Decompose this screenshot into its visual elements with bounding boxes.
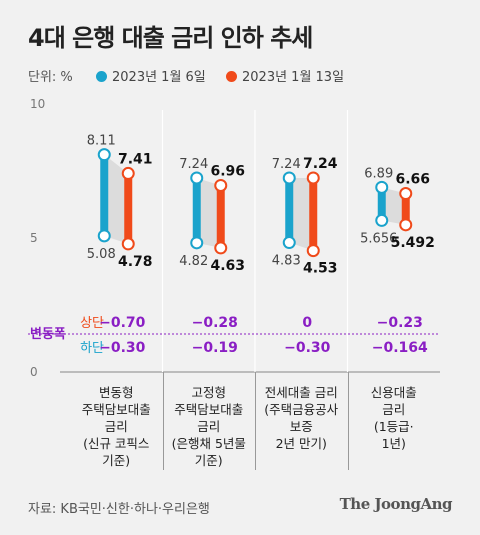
value-label-jan6-low: 5.08 bbox=[87, 247, 116, 262]
value-label-jan13-high: 7.41 bbox=[118, 151, 153, 167]
value-label-jan13-low: 4.78 bbox=[118, 254, 153, 270]
endpoint-marker bbox=[282, 236, 296, 250]
category-divider bbox=[255, 372, 256, 470]
change-value-low: −0.30 bbox=[99, 340, 146, 356]
value-label-jan13-high: 6.66 bbox=[395, 172, 430, 188]
endpoint-marker bbox=[190, 236, 204, 250]
value-label-jan13-high: 6.96 bbox=[210, 163, 245, 179]
change-value-low: −0.164 bbox=[372, 340, 428, 356]
endpoint-marker bbox=[375, 213, 389, 227]
value-label-jan6-high: 6.89 bbox=[364, 166, 393, 181]
value-label-jan6-low: 5.656 bbox=[360, 231, 397, 246]
legend-item-jan6: 2023년 1월 6일 bbox=[96, 66, 206, 85]
category-label: 변동형 주택담보대출 금리 (신규 코픽스 기준) bbox=[81, 385, 151, 468]
change-value-high: 0 bbox=[302, 315, 312, 331]
endpoint-marker bbox=[190, 171, 204, 185]
value-label-jan6-high: 7.24 bbox=[272, 157, 301, 172]
endpoint-marker bbox=[399, 218, 413, 232]
change-row-label-low: 하단 bbox=[80, 341, 104, 356]
legend-dot-red-icon bbox=[226, 71, 237, 82]
change-header: 변동폭 bbox=[30, 327, 66, 342]
category-label: 고정형 주택담보대출 금리 (은행채 5년물 기준) bbox=[171, 385, 246, 468]
value-label-jan13-low: 4.53 bbox=[303, 261, 338, 277]
value-label-jan13-high: 7.24 bbox=[303, 156, 338, 172]
legend-label-jan6: 2023년 1월 6일 bbox=[112, 70, 206, 85]
endpoint-marker bbox=[306, 171, 320, 185]
y-tick-label: 5 bbox=[30, 231, 38, 245]
y-tick-label: 0 bbox=[30, 365, 38, 379]
endpoint-marker bbox=[306, 244, 320, 258]
y-tick-label: 10 bbox=[30, 97, 45, 111]
legend-dot-blue-icon bbox=[96, 71, 107, 82]
legend-label-jan13: 2023년 1월 13일 bbox=[242, 70, 345, 85]
change-row-label-high: 상단 bbox=[80, 316, 104, 331]
endpoint-marker bbox=[214, 241, 228, 255]
change-value-low: −0.30 bbox=[284, 340, 331, 356]
change-value-high: −0.23 bbox=[377, 315, 423, 331]
change-value-high: −0.28 bbox=[192, 315, 238, 331]
category-label: 신용대출 금리 (1등급· 1년) bbox=[370, 385, 417, 451]
value-label-jan13-low: 5.492 bbox=[391, 235, 435, 251]
endpoint-marker bbox=[121, 237, 135, 251]
category-divider bbox=[162, 372, 164, 470]
endpoint-marker bbox=[97, 229, 111, 243]
endpoint-marker bbox=[375, 180, 389, 194]
endpoint-marker bbox=[97, 148, 111, 162]
change-value-low: −0.19 bbox=[192, 340, 238, 356]
range-band bbox=[104, 154, 129, 244]
publisher-logo: The JoongAng bbox=[339, 495, 453, 513]
value-label-jan6-high: 8.11 bbox=[87, 134, 116, 149]
change-value-high: −0.70 bbox=[99, 315, 146, 331]
value-label-jan6-low: 4.82 bbox=[179, 254, 208, 269]
legend-item-jan13: 2023년 1월 13일 bbox=[226, 66, 344, 85]
chart-title: 4대 은행 대출 금리 인하 추세 bbox=[28, 24, 313, 52]
value-label-jan6-high: 7.24 bbox=[179, 157, 208, 172]
category-label: 전세대출 금리 (주택금융공사 보증 2년 만기) bbox=[264, 385, 339, 451]
endpoint-marker bbox=[282, 171, 296, 185]
endpoint-marker bbox=[121, 166, 135, 180]
range-band bbox=[381, 187, 406, 225]
source-note: 자료: KB국민·신한·하나·우리은행 bbox=[28, 502, 210, 517]
category-divider bbox=[347, 372, 349, 470]
range-band bbox=[196, 177, 221, 248]
endpoint-marker bbox=[399, 187, 413, 201]
endpoint-marker bbox=[214, 178, 228, 192]
value-label-jan6-low: 4.83 bbox=[272, 254, 301, 269]
range-band bbox=[289, 177, 314, 251]
value-label-jan13-low: 4.63 bbox=[210, 258, 245, 274]
unit-label: 단위: % bbox=[28, 70, 73, 85]
